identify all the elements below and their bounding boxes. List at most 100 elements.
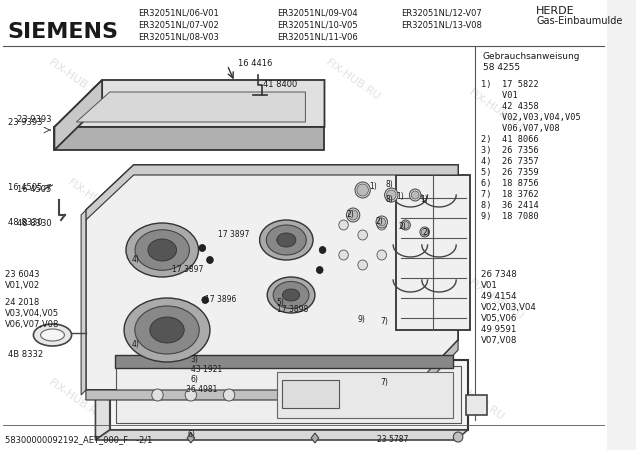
Polygon shape	[95, 360, 110, 440]
Text: V01,V02: V01,V02	[5, 281, 40, 290]
Polygon shape	[86, 165, 458, 220]
Text: 58300000092192_AET_000_F   -2/1: 58300000092192_AET_000_F -2/1	[5, 435, 152, 444]
Text: 2): 2)	[399, 222, 406, 231]
Text: ER32051NL/07-V02: ER32051NL/07-V02	[139, 20, 219, 29]
Text: 8)  36 2414: 8) 36 2414	[481, 201, 539, 210]
Polygon shape	[76, 92, 305, 122]
Circle shape	[411, 191, 419, 199]
Polygon shape	[55, 127, 324, 150]
Text: 23 5787: 23 5787	[377, 435, 408, 444]
Text: 48 8330: 48 8330	[8, 218, 42, 227]
Ellipse shape	[266, 225, 307, 255]
Text: 2)  41 8066: 2) 41 8066	[481, 135, 539, 144]
Circle shape	[339, 250, 349, 260]
Text: ER32051NL/06-V01: ER32051NL/06-V01	[139, 8, 219, 17]
Ellipse shape	[282, 289, 300, 301]
Text: FIX-HUB.RU: FIX-HUB.RU	[47, 58, 106, 103]
Text: 1): 1)	[420, 195, 427, 204]
Text: 23 6043: 23 6043	[5, 270, 39, 279]
Circle shape	[385, 188, 398, 202]
Text: FIX-HUB.RU: FIX-HUB.RU	[400, 177, 459, 223]
Text: FIX-HUB.RU: FIX-HUB.RU	[66, 177, 125, 223]
Text: FIX-HUB.RU: FIX-HUB.RU	[448, 378, 506, 423]
Text: ER32051NL/13-V08: ER32051NL/13-V08	[401, 20, 481, 29]
Ellipse shape	[41, 329, 64, 341]
Text: V01: V01	[481, 91, 518, 100]
Polygon shape	[282, 380, 339, 408]
Text: 43 1921: 43 1921	[191, 365, 222, 374]
Text: 5): 5)	[277, 298, 285, 307]
Ellipse shape	[126, 223, 198, 277]
Ellipse shape	[259, 220, 313, 260]
Text: 17 3896: 17 3896	[205, 295, 237, 304]
Text: HERDE: HERDE	[536, 6, 575, 16]
Polygon shape	[110, 360, 467, 430]
Polygon shape	[86, 165, 458, 390]
Text: FIX-HUB.RU: FIX-HUB.RU	[314, 297, 373, 342]
Text: 17 3897: 17 3897	[218, 230, 249, 239]
Circle shape	[355, 182, 370, 198]
Text: V07,V08: V07,V08	[481, 336, 517, 345]
Text: 16 4416: 16 4416	[238, 58, 272, 68]
Text: SIEMENS: SIEMENS	[8, 22, 119, 42]
Polygon shape	[114, 355, 453, 368]
Text: 42 4358: 42 4358	[481, 102, 539, 111]
Polygon shape	[95, 430, 467, 440]
Text: FIX-HUB.RU: FIX-HUB.RU	[467, 278, 525, 323]
Text: V02,V03,V04: V02,V03,V04	[481, 303, 537, 312]
Polygon shape	[311, 433, 319, 443]
Circle shape	[358, 260, 368, 270]
Text: V01: V01	[481, 281, 498, 290]
Text: 23 9393: 23 9393	[8, 118, 42, 127]
Circle shape	[207, 256, 213, 264]
Text: 3)  26 7356: 3) 26 7356	[481, 146, 539, 155]
Text: V06,V07,V08: V06,V07,V08	[481, 124, 560, 133]
Circle shape	[377, 220, 387, 230]
Circle shape	[376, 216, 387, 228]
Text: 49 9591: 49 9591	[481, 325, 516, 334]
Polygon shape	[396, 175, 469, 330]
Polygon shape	[55, 80, 324, 127]
Circle shape	[453, 432, 463, 442]
Ellipse shape	[267, 277, 315, 313]
Text: V02,V03,V04,V05: V02,V03,V04,V05	[481, 113, 581, 122]
Text: FIX-HUB.RU: FIX-HUB.RU	[467, 87, 525, 133]
Text: FIX-HUB.RU: FIX-HUB.RU	[238, 177, 296, 223]
Circle shape	[358, 230, 368, 240]
Circle shape	[357, 184, 368, 196]
Circle shape	[387, 190, 396, 200]
Text: 24 2018: 24 2018	[5, 298, 39, 307]
Text: V03,V04,V05: V03,V04,V05	[5, 309, 59, 318]
Text: ER32051NL/11-V06: ER32051NL/11-V06	[277, 32, 357, 41]
Circle shape	[378, 218, 385, 226]
Text: 1)  17 5822: 1) 17 5822	[481, 80, 539, 89]
Polygon shape	[86, 340, 458, 400]
Text: 7): 7)	[380, 378, 388, 387]
Ellipse shape	[277, 233, 296, 247]
Text: FIX-HUB.RU: FIX-HUB.RU	[47, 378, 106, 423]
Ellipse shape	[135, 230, 190, 270]
Text: ER32051NL/09-V04: ER32051NL/09-V04	[277, 8, 357, 17]
Text: 9)  18 7080: 9) 18 7080	[481, 212, 539, 221]
Polygon shape	[466, 395, 487, 415]
Circle shape	[316, 266, 323, 274]
Text: 36 4981: 36 4981	[186, 385, 218, 394]
Circle shape	[349, 210, 358, 220]
Circle shape	[152, 389, 163, 401]
Text: FIX-HUB.RU: FIX-HUB.RU	[114, 297, 172, 342]
Text: 8): 8)	[385, 180, 393, 189]
Text: ER32051NL/08-V03: ER32051NL/08-V03	[139, 32, 219, 41]
Text: 2): 2)	[375, 217, 383, 226]
Circle shape	[420, 227, 429, 237]
Circle shape	[410, 189, 421, 201]
Circle shape	[347, 208, 360, 222]
Polygon shape	[277, 372, 453, 418]
Text: 6): 6)	[187, 430, 195, 439]
Ellipse shape	[148, 239, 177, 261]
Circle shape	[319, 247, 326, 253]
Ellipse shape	[273, 282, 309, 309]
Text: 3): 3)	[191, 355, 198, 364]
Text: 4): 4)	[132, 340, 139, 349]
Circle shape	[401, 220, 410, 230]
Circle shape	[377, 250, 387, 260]
